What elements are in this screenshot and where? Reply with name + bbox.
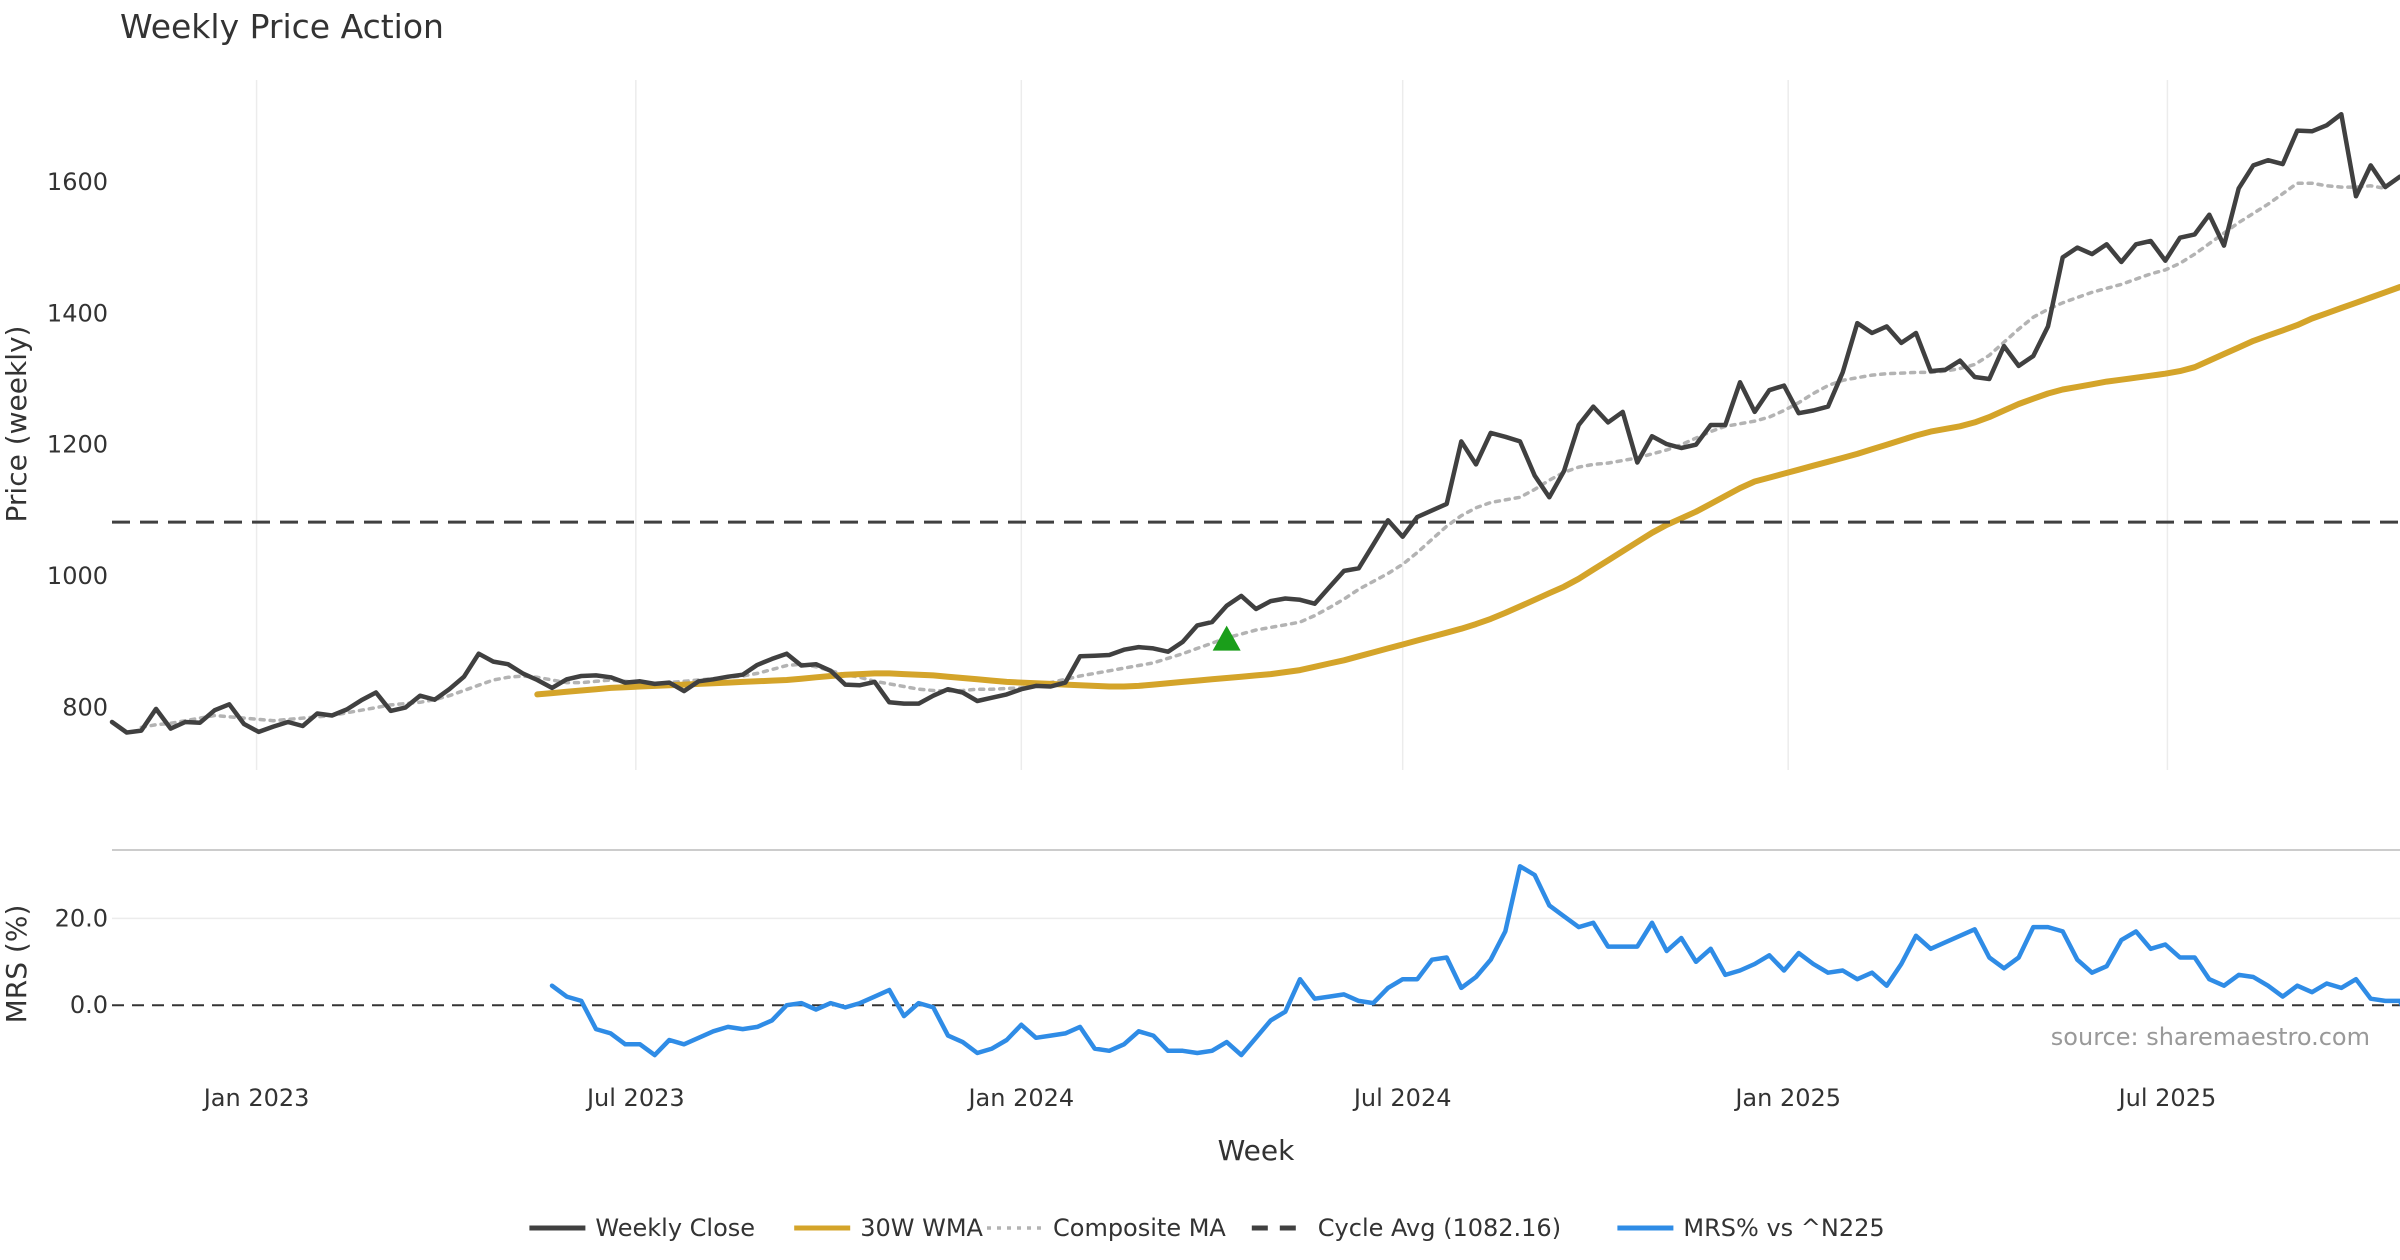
mrs-y-tick-labels: 0.0 20.0 — [55, 904, 108, 1019]
price-panel: 800 1000 1200 1400 1600 Price (weekly) — [0, 80, 2400, 770]
legend-label: 30W WMA — [860, 1214, 983, 1242]
mrs-y-tick-label: 0.0 — [70, 991, 108, 1019]
x-tick-labels: Jan 2023 Jul 2023 Jan 2024 Jul 2024 Jan 2025… — [202, 1084, 2217, 1112]
mrs-y-axis-label: MRS (%) — [0, 905, 33, 1024]
x-tick-label: Jan 2023 — [202, 1084, 310, 1112]
legend-item: Weekly Close — [529, 1214, 755, 1242]
x-axis-label: Week — [1218, 1134, 1295, 1167]
price-y-tick-label: 800 — [62, 694, 108, 722]
series-line-composite-ma — [139, 181, 2388, 730]
x-tick-label: Jan 2024 — [966, 1084, 1074, 1112]
price-y-tick-label: 1200 — [47, 431, 108, 459]
series-line-30w-wma — [534, 283, 2400, 698]
mrs-gridlines — [112, 917, 2400, 1007]
mrs-panel: 0.0 20.0 MRS (%) source: sharemaestro.com — [0, 864, 2400, 1058]
buy-signal-marker — [1212, 625, 1241, 651]
x-tick-label: Jan 2025 — [1733, 1084, 1841, 1112]
legend-item: 30W WMA — [794, 1214, 984, 1242]
legend-label: Composite MA — [1053, 1214, 1226, 1242]
price-y-axis-label: Price (weekly) — [0, 326, 33, 523]
legend-label: Weekly Close — [595, 1214, 755, 1242]
legend-item: MRS% vs ^N225 — [1617, 1214, 1885, 1242]
legend-label: Cycle Avg (1082.16) — [1318, 1214, 1561, 1242]
legend-item: Cycle Avg (1082.16) — [1251, 1214, 1561, 1242]
price-y-tick-label: 1400 — [47, 299, 108, 327]
price-markers — [1212, 625, 1241, 651]
series-line-mrs — [549, 864, 2400, 1058]
price-series — [109, 111, 2400, 735]
legend: Weekly Close 30W WMA Composite MA Cycle Avg… — [529, 1214, 1885, 1242]
x-tick-label: Jul 2023 — [585, 1084, 685, 1112]
price-y-tick-label: 1600 — [47, 168, 108, 196]
series-line-weekly-close — [109, 111, 2400, 735]
price-gridlines — [255, 80, 2169, 770]
source-note: source: sharemaestro.com — [2051, 1023, 2370, 1051]
price-y-tick-label: 1000 — [47, 562, 108, 590]
legend-item: Composite MA — [987, 1214, 1226, 1242]
x-tick-label: Jul 2024 — [1352, 1084, 1452, 1112]
mrs-y-tick-label: 20.0 — [55, 904, 108, 932]
price-y-tick-labels: 800 1000 1200 1400 1600 — [47, 168, 108, 722]
chart-title: Weekly Price Action — [120, 7, 444, 46]
legend-label: MRS% vs ^N225 — [1683, 1214, 1884, 1242]
x-tick-label: Jul 2025 — [2117, 1084, 2217, 1112]
mrs-series — [549, 864, 2400, 1058]
